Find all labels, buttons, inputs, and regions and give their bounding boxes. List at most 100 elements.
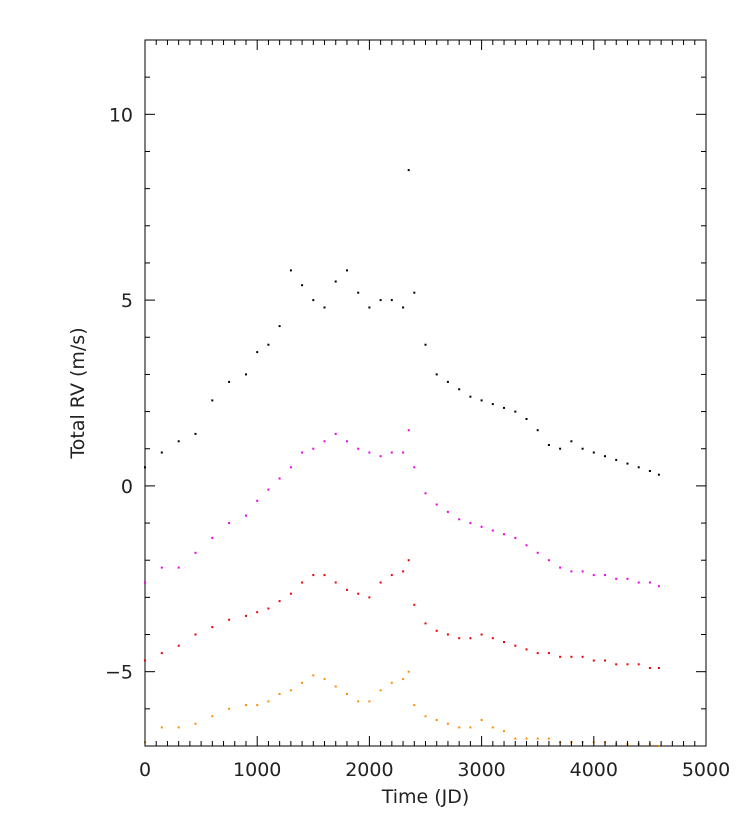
data-point — [648, 667, 651, 669]
data-point — [536, 429, 539, 432]
data-point — [435, 503, 438, 506]
data-point — [368, 596, 371, 599]
data-point — [615, 458, 618, 461]
data-point — [480, 719, 483, 721]
data-point — [144, 581, 146, 584]
x-tick-label: 0 — [139, 759, 151, 781]
data-point — [503, 730, 505, 733]
data-point — [323, 678, 326, 681]
data-point — [177, 726, 180, 729]
data-point — [491, 726, 494, 729]
data-point — [228, 522, 231, 525]
data-point — [547, 652, 550, 655]
data-point — [245, 373, 247, 376]
data-point — [323, 574, 326, 577]
data-point — [267, 607, 270, 610]
data-point — [346, 693, 348, 695]
data-point — [407, 429, 410, 432]
data-point — [160, 652, 163, 655]
data-point — [525, 418, 528, 420]
data-point — [256, 611, 259, 614]
data-point — [312, 574, 315, 577]
data-point — [424, 343, 427, 346]
data-point — [245, 514, 247, 517]
data-point — [446, 722, 449, 725]
data-point — [446, 633, 449, 636]
data-point — [301, 284, 304, 287]
y-tick-label: 5 — [121, 290, 133, 312]
data-point — [390, 574, 393, 577]
x-axis-title: Time (JD) — [381, 786, 470, 808]
data-point — [503, 533, 505, 536]
data-point — [648, 581, 651, 584]
data-point — [547, 559, 550, 562]
data-point — [514, 410, 517, 413]
data-point — [312, 299, 315, 302]
data-point — [570, 440, 573, 443]
x-tick-label: 4000 — [570, 759, 618, 781]
data-point — [368, 700, 371, 703]
data-point — [413, 466, 416, 469]
series-3-points — [144, 670, 660, 747]
data-point — [615, 577, 618, 580]
data-point — [267, 700, 270, 703]
data-point — [177, 566, 180, 569]
data-point — [648, 470, 651, 472]
data-point — [312, 447, 315, 450]
data-point — [626, 663, 629, 666]
data-point — [379, 581, 382, 584]
data-point — [514, 737, 517, 740]
data-point — [458, 637, 461, 640]
data-point — [289, 592, 292, 595]
data-point — [267, 488, 270, 491]
data-point — [267, 343, 270, 346]
data-point — [211, 715, 214, 718]
data-point — [581, 655, 584, 658]
data-point — [547, 444, 550, 446]
y-axis-title: Total RV (m/s) — [67, 327, 89, 459]
data-point — [559, 655, 562, 658]
data-point — [334, 685, 337, 688]
data-point — [469, 522, 472, 525]
data-point — [657, 745, 660, 747]
data-point — [301, 451, 304, 454]
data-point — [435, 719, 438, 721]
x-tick-labels: 0 1000 2000 3000 4000 5000 — [139, 759, 730, 781]
data-point — [592, 451, 595, 454]
data-point — [407, 169, 410, 172]
data-point — [435, 373, 438, 376]
data-point — [581, 447, 584, 450]
data-point — [469, 637, 472, 640]
data-point — [413, 704, 416, 707]
data-point — [503, 641, 505, 643]
data-point — [637, 663, 640, 666]
data-point — [559, 566, 562, 569]
data-point — [379, 299, 382, 302]
data-point — [278, 600, 281, 603]
axis-ticks — [144, 39, 707, 747]
data-point — [402, 678, 405, 681]
data-point — [469, 395, 472, 398]
data-point — [245, 614, 247, 617]
data-point — [177, 440, 180, 443]
data-point — [402, 306, 405, 309]
data-point — [570, 570, 573, 573]
data-point — [570, 655, 573, 658]
data-point — [536, 737, 539, 740]
data-point — [368, 451, 371, 454]
data-point — [458, 518, 461, 521]
data-point — [211, 536, 214, 539]
data-point — [256, 499, 259, 502]
data-point — [536, 551, 539, 554]
data-point — [256, 351, 259, 354]
data-point — [390, 681, 393, 684]
data-point — [458, 388, 461, 391]
data-point — [390, 299, 393, 302]
data-point — [334, 432, 337, 435]
data-point — [503, 406, 505, 409]
data-point — [312, 674, 315, 677]
data-point — [256, 704, 259, 707]
data-point — [228, 380, 231, 383]
data-point — [525, 544, 528, 547]
data-point — [357, 447, 360, 450]
